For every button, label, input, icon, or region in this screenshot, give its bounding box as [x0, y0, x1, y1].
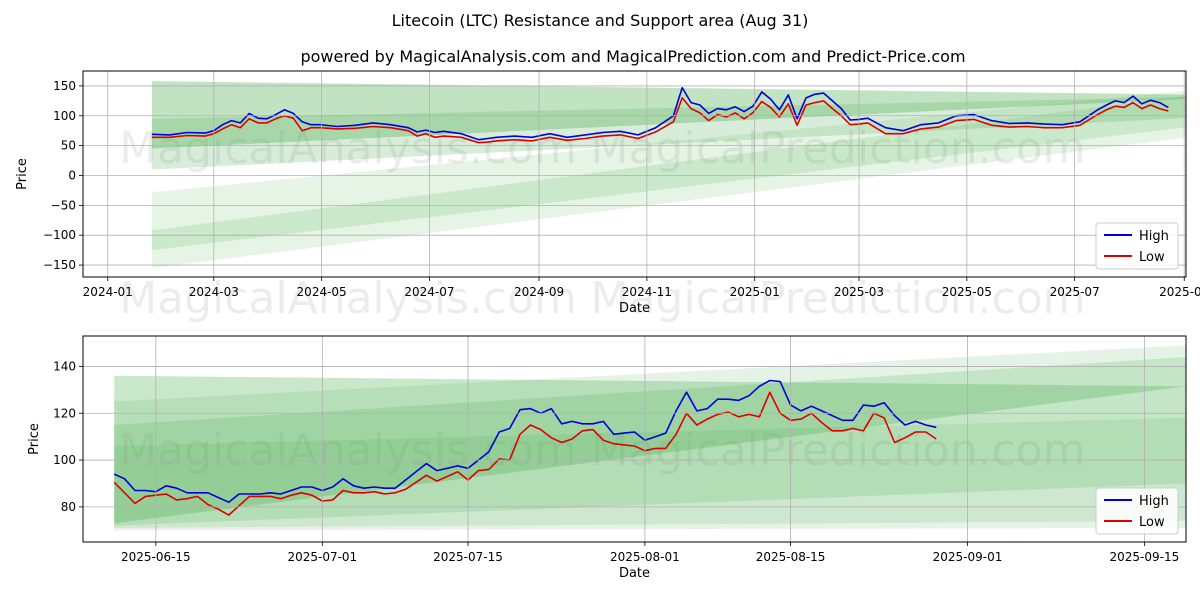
x-tick-label: 2025-09-15 — [1110, 550, 1180, 564]
y-tick-label: 120 — [53, 406, 76, 420]
x-axis-label: Date — [619, 301, 650, 316]
support-resistance-band-2 — [114, 357, 1186, 526]
x-tick-label: 2025-07-15 — [433, 550, 503, 564]
y-axis-label: Price — [15, 158, 30, 190]
x-tick-label: 2024-11 — [622, 285, 672, 299]
legend-label-high: High — [1139, 229, 1169, 244]
x-tick-label: 2025-07 — [1050, 285, 1100, 299]
legend-label-high: High — [1139, 494, 1169, 509]
y-tick-label: −150 — [43, 258, 76, 272]
series-line-high — [151, 86, 1169, 141]
x-tick-label: 2025-09 — [1159, 285, 1200, 299]
y-tick-label: −50 — [51, 198, 76, 212]
legend-label-low: Low — [1139, 515, 1165, 530]
axes-frame — [82, 70, 1187, 278]
support-resistance-band-1 — [114, 345, 1186, 528]
legend: High Low — [1095, 222, 1179, 270]
chart-subtitle: powered by MagicalAnalysis.com and Magic… — [300, 47, 965, 66]
plot-area — [151, 81, 1186, 269]
support-resistance-band-1 — [151, 90, 1186, 269]
y-tick-label: 150 — [53, 79, 76, 93]
watermark-prediction-bottom: MagicalPrediction.com — [591, 425, 1086, 476]
y-tick-label: −100 — [43, 228, 76, 242]
x-tick-label: 2025-08-15 — [756, 550, 826, 564]
x-tick-label: 2025-01 — [730, 285, 780, 299]
x-tick-label: 2025-06-15 — [121, 550, 191, 564]
y-axis-label: Price — [27, 423, 42, 455]
chart-title: Litecoin (LTC) Resistance and Support ar… — [392, 11, 809, 30]
watermark-analysis-top: MagicalAnalysis.com — [119, 123, 577, 174]
top-panel: MagicalAnalysis.com MagicalPrediction.co… — [15, 70, 1200, 324]
watermark-prediction-mid: MagicalPrediction.com — [591, 273, 1086, 324]
series-line-low — [151, 97, 1169, 144]
support-resistance-band-2 — [151, 95, 1186, 251]
x-tick-label: 2025-07-01 — [287, 550, 357, 564]
watermark-analysis-bottom: MagicalAnalysis.com — [119, 425, 577, 476]
watermark-prediction-top: MagicalPrediction.com — [591, 123, 1086, 174]
x-axis-label: Date — [619, 566, 650, 581]
x-tick-label: 2025-08-01 — [610, 550, 680, 564]
y-tick-label: 0 — [68, 168, 76, 182]
support-resistance-band-3 — [151, 97, 1186, 170]
x-tick-label: 2024-03 — [189, 285, 239, 299]
series-line-low — [113, 391, 937, 516]
axes-frame — [82, 335, 1187, 543]
x-tick-label: 2024-07 — [404, 285, 454, 299]
support-resistance-band-3 — [114, 417, 1186, 531]
y-tick-label: 50 — [61, 139, 76, 153]
y-tick-label: 100 — [53, 453, 76, 467]
x-tick-label: 2025-05 — [942, 285, 992, 299]
y-tick-label: 140 — [53, 359, 76, 373]
x-tick-label: 2024-09 — [514, 285, 564, 299]
x-tick-label: 2025-09-01 — [933, 550, 1003, 564]
plot-area — [113, 345, 1186, 531]
y-tick-label: 80 — [61, 500, 76, 514]
legend: High Low — [1095, 487, 1179, 535]
bottom-panel: MagicalAnalysis.com MagicalPrediction.co… — [27, 335, 1187, 581]
legend-label-low: Low — [1139, 250, 1165, 265]
x-tick-label: 2025-03 — [834, 285, 884, 299]
x-tick-label: 2024-05 — [297, 285, 347, 299]
series-line-high — [113, 379, 937, 503]
watermark-analysis-mid: MagicalAnalysis.com — [119, 273, 577, 324]
x-tick-label: 2024-01 — [83, 285, 133, 299]
y-tick-label: 100 — [53, 109, 76, 123]
